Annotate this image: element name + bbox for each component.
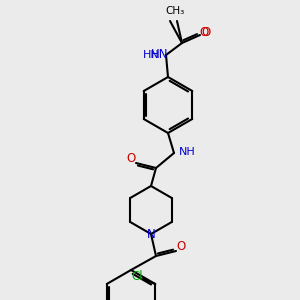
Text: O: O xyxy=(200,26,208,38)
Text: HN: HN xyxy=(143,50,160,60)
Text: Cl: Cl xyxy=(131,271,143,284)
Text: NH: NH xyxy=(179,147,196,157)
Text: N: N xyxy=(147,227,155,241)
Text: HN: HN xyxy=(151,47,169,61)
Text: CH₃: CH₃ xyxy=(165,6,184,16)
Text: O: O xyxy=(201,26,211,40)
Text: O: O xyxy=(126,152,136,166)
Text: O: O xyxy=(176,241,186,254)
